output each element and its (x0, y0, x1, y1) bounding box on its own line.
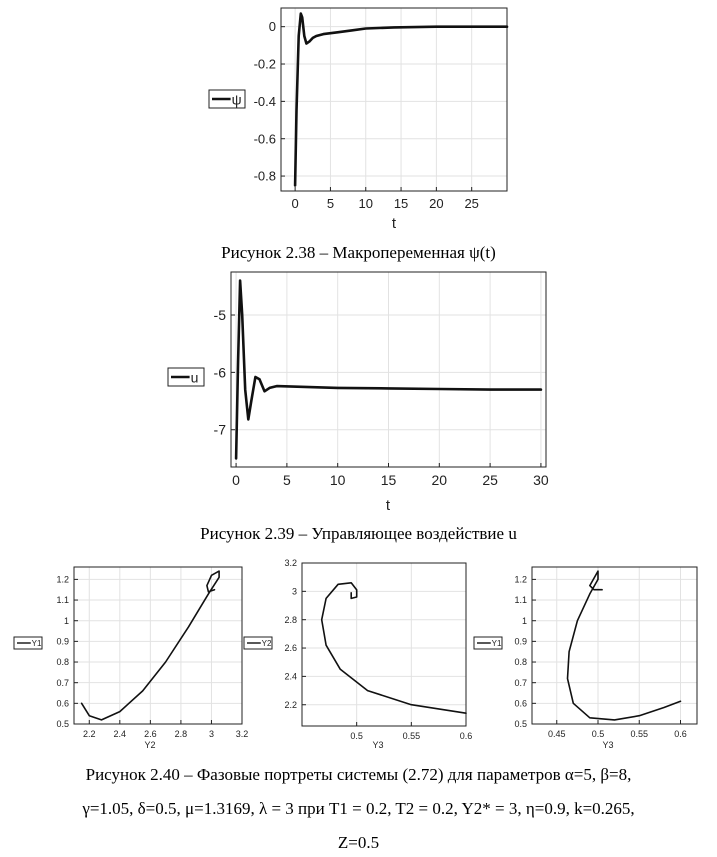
y-tick-label: 1.2 (514, 575, 527, 585)
plot-frame (301, 562, 467, 727)
y-tick-label: 0.6 (56, 698, 69, 708)
series-line (566, 570, 682, 721)
y-tick-label: 1.1 (56, 595, 69, 605)
y-tick-label: 0.9 (56, 637, 69, 647)
x-tick-label: 15 (381, 472, 397, 488)
x-tick-label: 0.45 (548, 729, 566, 739)
x-tick-label: 10 (330, 472, 346, 488)
y-tick-label: 1 (522, 616, 527, 626)
figure-caption-2-40-line3: Z=0.5 (337, 833, 380, 852)
plot-frame (280, 7, 508, 192)
x-tick-label: 30 (533, 472, 549, 488)
y-tick-label: 2.2 (284, 700, 297, 710)
phase-portrait-y1-y3: 0.45 0.5 0.55 0.6 0.5 0.6 0.7 0.8 0.9 1 1.1 1.2 Y3 Y1 (473, 566, 698, 750)
x-axis-label: t (386, 497, 391, 514)
legend-label: Y1 (32, 639, 42, 648)
y-tick-label: -5 (214, 307, 227, 323)
legend-label: Y2 (262, 639, 272, 648)
x-axis-label: t (392, 215, 397, 232)
y-tick-label: 3 (292, 586, 297, 596)
x-axis-label: Y2 (144, 740, 155, 750)
y-tick-label: -0.6 (254, 131, 276, 146)
y-tick-label: 0.7 (56, 678, 69, 688)
legend-label: ψ (232, 91, 242, 107)
x-tick-label: 0.5 (350, 731, 363, 741)
x-axis-label: Y3 (372, 740, 383, 750)
y-tick-label: 0.5 (56, 719, 69, 729)
phase-portrait-y2-y3: 0.5 0.55 0.6 2.2 2.4 2.6 2.8 3 3.2 Y3 Y2 (243, 558, 473, 750)
x-tick-label: 0.55 (630, 729, 648, 739)
x-tick-label: 5 (283, 472, 291, 488)
x-tick-label: 2.8 (175, 729, 188, 739)
plot-frame (531, 566, 698, 725)
x-tick-label: 3 (209, 729, 214, 739)
x-tick-label: 5 (327, 196, 334, 211)
y-tick-label: -0.8 (254, 169, 276, 184)
y-tick-label: 2.8 (284, 615, 297, 625)
y-tick-label: 0.8 (514, 657, 527, 667)
figure-caption-2-38: Рисунок 2.38 – Макропеременная ψ(t) (221, 243, 496, 262)
figure-caption-2-39: Рисунок 2.39 – Управляющее воздействие u (200, 524, 517, 543)
plot-frame (230, 271, 547, 468)
x-tick-label: 2.4 (114, 729, 127, 739)
y-tick-label: 2.6 (284, 643, 297, 653)
x-tick-label: 10 (359, 196, 373, 211)
legend-label: Y1 (492, 639, 502, 648)
y-tick-label: 0.5 (514, 719, 527, 729)
y-tick-label: -6 (214, 364, 227, 380)
y-tick-label: -0.4 (254, 94, 276, 109)
x-tick-label: 20 (432, 472, 448, 488)
x-tick-label: 2.6 (144, 729, 157, 739)
y-tick-label: 0.8 (56, 657, 69, 667)
series-line (320, 582, 467, 714)
y-tick-label: 1.2 (56, 575, 69, 585)
plot-frame (73, 566, 243, 725)
x-tick-label: 0 (232, 472, 240, 488)
x-tick-label: 20 (429, 196, 443, 211)
chart-psi: 0 5 10 15 20 25 0 -0.2 -0.4 -0.6 -0.8 t ψ (208, 7, 509, 232)
figure-caption-2-40-line1: Рисунок 2.40 – Фазовые портреты системы … (85, 765, 632, 784)
x-tick-label: 25 (482, 472, 498, 488)
y-tick-label: -0.2 (254, 57, 276, 72)
x-tick-label: 0.6 (674, 729, 687, 739)
x-tick-label: 0.5 (592, 729, 605, 739)
series-line (293, 12, 509, 187)
y-tick-label: 0.6 (514, 698, 527, 708)
x-tick-label: 2.2 (83, 729, 96, 739)
x-tick-label: 0.6 (460, 731, 473, 741)
series-line (234, 279, 543, 460)
x-tick-label: 0.55 (403, 731, 421, 741)
y-tick-label: 0 (269, 19, 276, 34)
y-tick-label: -7 (214, 422, 227, 438)
x-tick-label: 3.2 (236, 729, 249, 739)
y-tick-label: 1 (64, 616, 69, 626)
legend-label: u (191, 369, 199, 385)
y-tick-label: 2.4 (284, 672, 297, 682)
chart-u: 0 5 10 15 20 25 30 -5 -6 -7 t u (167, 271, 549, 514)
series-line (80, 570, 220, 721)
y-tick-label: 3.2 (284, 558, 297, 568)
x-tick-label: 15 (394, 196, 408, 211)
x-axis-label: Y3 (602, 740, 613, 750)
y-tick-label: 1.1 (514, 595, 527, 605)
figure-caption-2-40-line2: γ=1.05, δ=0.5, μ=1.3169, λ = 3 при T1 = … (82, 799, 635, 818)
phase-portrait-y1-y2: 2.2 2.4 2.6 2.8 3 3.2 0.5 0.6 0.7 0.8 0.9 1 1.1 1.2 Y2… (13, 566, 249, 750)
x-tick-label: 0 (292, 196, 299, 211)
y-tick-label: 0.9 (514, 637, 527, 647)
x-tick-label: 25 (464, 196, 478, 211)
y-tick-label: 0.7 (514, 678, 527, 688)
